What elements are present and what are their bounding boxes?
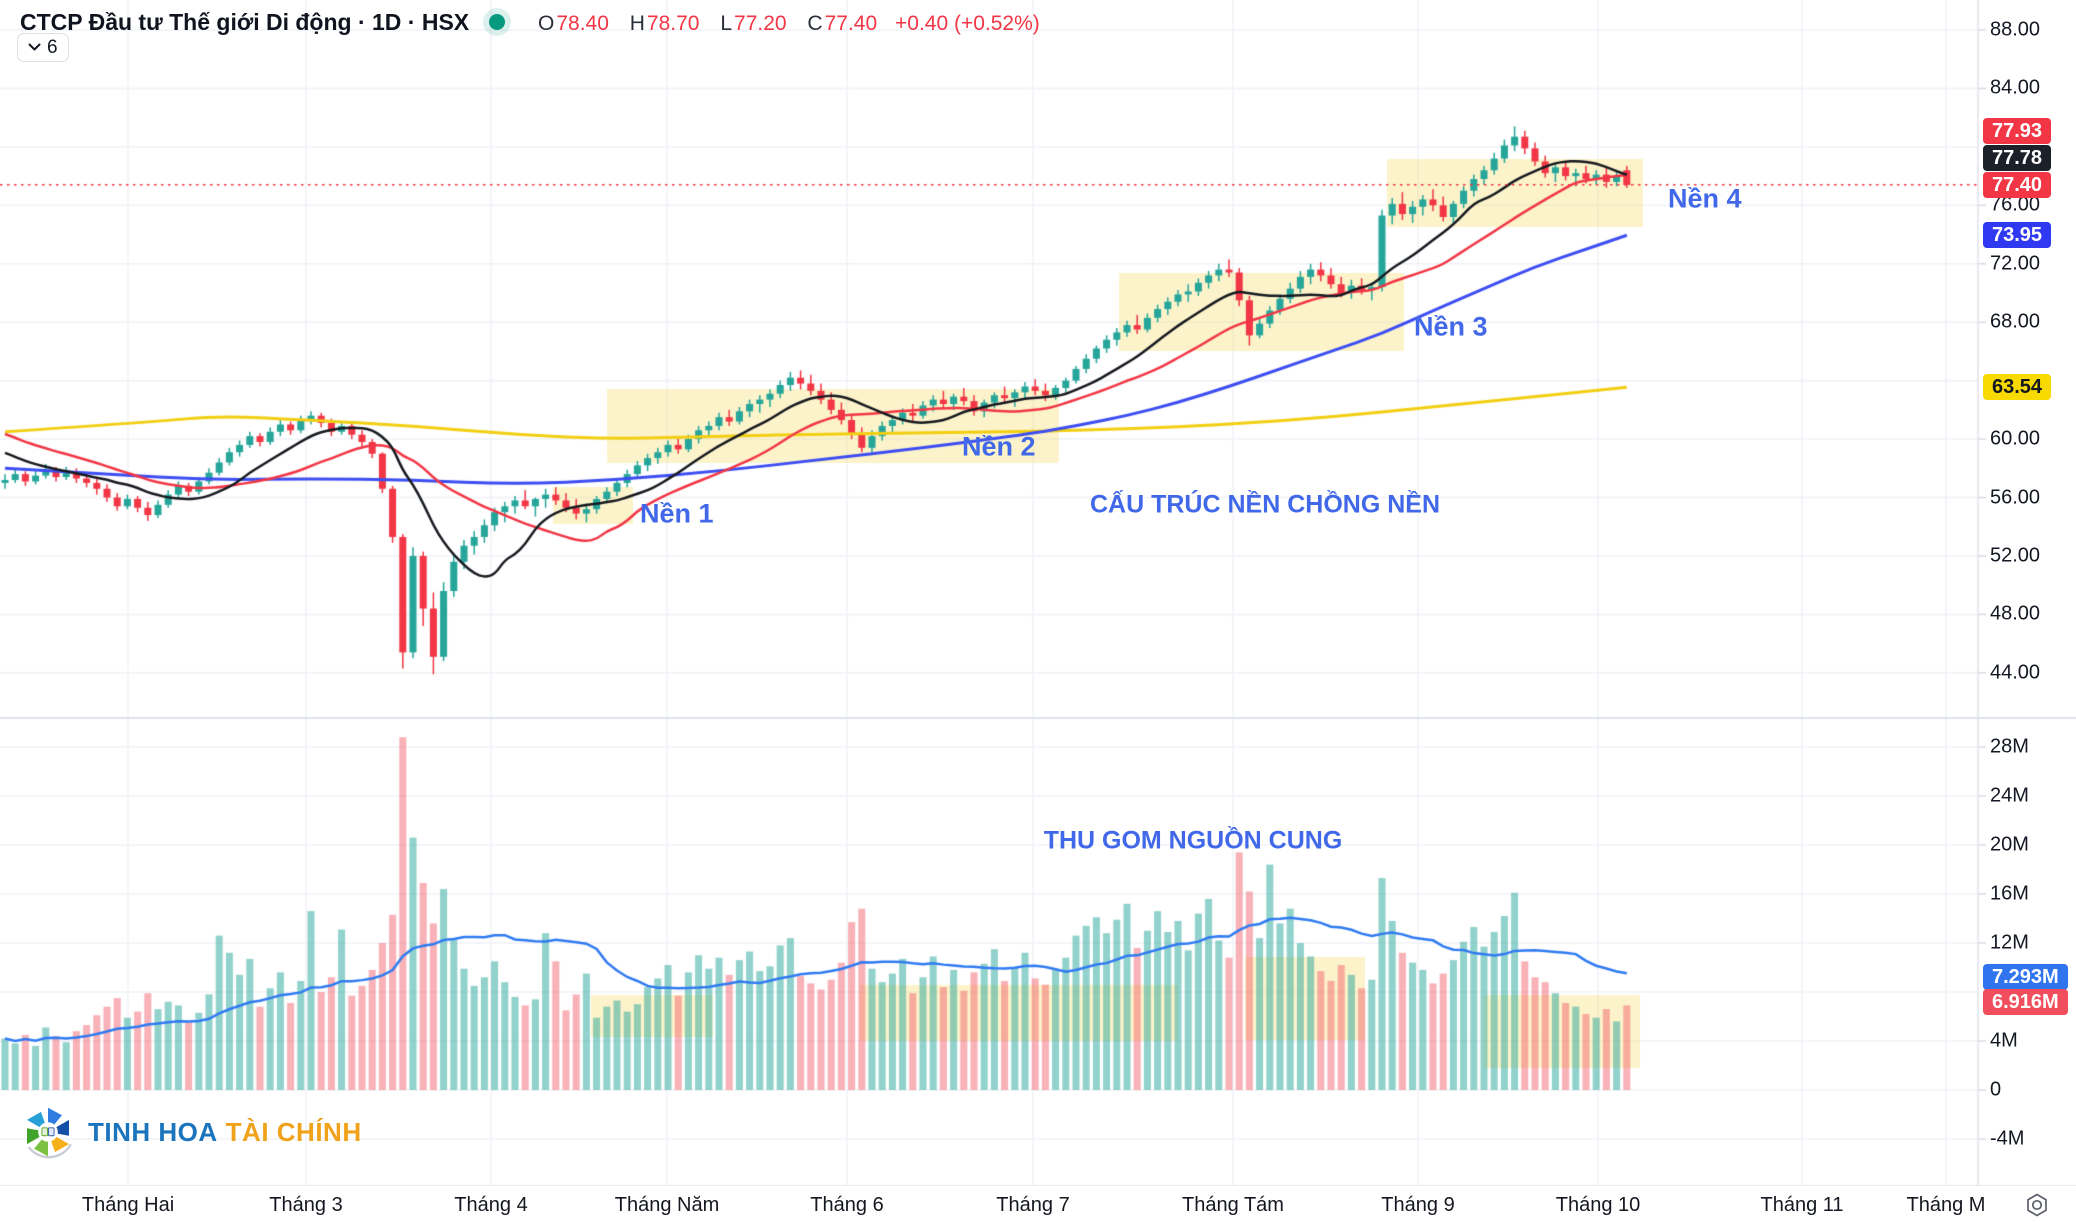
price-tick-label: 60.00 bbox=[1990, 427, 2041, 450]
time-axis-label: Tháng Năm bbox=[614, 1194, 720, 1216]
time-axis-label: Tháng 9 bbox=[1381, 1194, 1455, 1216]
annotation-text[interactable]: CẤU TRÚC NỀN CHỒNG NỀN bbox=[1090, 490, 1440, 519]
volume-tick-label: -4M bbox=[1990, 1127, 2025, 1150]
volume-badge: 6.916M bbox=[1983, 989, 2068, 1015]
annotation-text[interactable]: Nền 2 bbox=[962, 431, 1036, 462]
close-label: C bbox=[807, 12, 823, 35]
price-badge: 77.40 bbox=[1983, 171, 2052, 198]
gear-icon bbox=[2027, 1193, 2047, 1217]
price-tick-label: 76.00 bbox=[1990, 193, 2041, 216]
time-axis-label: Tháng 3 bbox=[269, 1194, 343, 1216]
chevron-down-icon bbox=[28, 43, 41, 51]
price-tick-label: 44.00 bbox=[1990, 661, 2041, 684]
ohlc-values: O78.40 H78.70 L77.20 C77.40 +0.40 (+0.52… bbox=[538, 12, 1040, 36]
brand-logo-icon bbox=[27, 1107, 72, 1159]
price-tick-label: 88.00 bbox=[1990, 18, 2041, 41]
volume-tick-label: 28M bbox=[1990, 735, 2029, 758]
price-badge: 77.93 bbox=[1983, 117, 2052, 144]
price-badge: 63.54 bbox=[1983, 374, 2052, 401]
volume-tick-label: 12M bbox=[1990, 931, 2029, 954]
indicator-count: 6 bbox=[47, 36, 58, 58]
volume-tick-label: 24M bbox=[1990, 784, 2029, 807]
time-axis-label: Tháng Hai bbox=[81, 1194, 175, 1216]
market-status-icon bbox=[489, 14, 505, 30]
price-tick-label: 68.00 bbox=[1990, 310, 2041, 333]
price-axis[interactable]: 88.00 84.00 76.00 72.00 68.00 60.00 56.00 52.00… bbox=[1978, 0, 2076, 1186]
time-axis-label: Tháng 11 bbox=[1760, 1194, 1844, 1216]
volume-tick-label: 4M bbox=[1990, 1029, 2018, 1052]
price-badge: 73.95 bbox=[1983, 222, 2052, 249]
price-tick-label: 48.00 bbox=[1990, 602, 2041, 625]
volume-tick-label: 20M bbox=[1990, 833, 2029, 856]
time-axis-label: Tháng M bbox=[1906, 1194, 1986, 1216]
annotation-text[interactable]: Nền 3 bbox=[1414, 311, 1488, 342]
time-axis[interactable]: Tháng Hai Tháng 3 Tháng 4 Tháng Năm Tháng 6 T… bbox=[0, 1186, 2076, 1223]
price-badge: 77.78 bbox=[1983, 144, 2052, 171]
annotation-text[interactable]: Nền 4 bbox=[1668, 183, 1742, 214]
price-tick-label: 52.00 bbox=[1990, 544, 2041, 567]
price-tick-label: 72.00 bbox=[1990, 252, 2041, 275]
high-value: 78.70 bbox=[646, 12, 700, 35]
brand-logo: TINH HOA TÀI CHÍNH bbox=[20, 1104, 362, 1160]
brand-name-primary: TINH HOA bbox=[88, 1116, 218, 1147]
annotation-text[interactable]: Nền 1 bbox=[640, 498, 714, 529]
open-value: 78.40 bbox=[556, 12, 609, 35]
price-tick-label: 84.00 bbox=[1990, 76, 2041, 99]
time-axis-label: Tháng 6 bbox=[810, 1194, 884, 1216]
close-value: 77.40 bbox=[824, 12, 878, 35]
time-axis-label: Tháng 7 bbox=[996, 1194, 1070, 1216]
volume-badge: 7.293M bbox=[1983, 964, 2068, 990]
legend-collapse-button[interactable]: 6 bbox=[17, 33, 69, 62]
open-label: O bbox=[538, 12, 555, 35]
low-value: 77.20 bbox=[734, 12, 787, 35]
low-label: L bbox=[720, 12, 733, 35]
time-axis-label: Tháng 10 bbox=[1555, 1194, 1641, 1216]
time-axis-settings-button[interactable] bbox=[2022, 1191, 2052, 1219]
volume-tick-label: 0 bbox=[1990, 1078, 2002, 1101]
change-value: +0.40 (+0.52%) bbox=[895, 12, 1040, 35]
high-label: H bbox=[629, 12, 645, 35]
volume-tick-label: 16M bbox=[1990, 882, 2029, 905]
annotation-text[interactable]: THU GOM NGUỒN CUNG bbox=[1043, 826, 1343, 855]
time-axis-label: Tháng Tám bbox=[1182, 1194, 1284, 1216]
symbol-title[interactable]: CTCP Đầu tư Thế giới Di động · 1D · HSX bbox=[20, 9, 470, 35]
brand-name-secondary: TÀI CHÍNH bbox=[225, 1116, 362, 1147]
time-axis-label: Tháng 4 bbox=[454, 1194, 528, 1216]
price-tick-label: 56.00 bbox=[1990, 486, 2041, 509]
book-icon bbox=[41, 1127, 55, 1137]
